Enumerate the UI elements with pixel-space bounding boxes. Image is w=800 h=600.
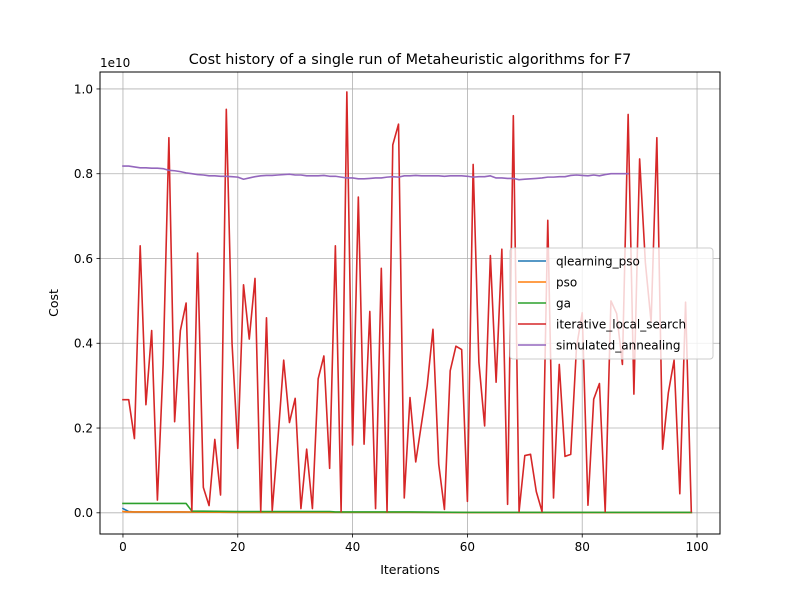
- series-line-simulated-annealing: [122, 165, 629, 181]
- y-axis-label: Cost: [46, 289, 61, 317]
- series-line-iterative-local-search: [122, 91, 693, 513]
- plot-area-frame: [99, 71, 721, 535]
- y-tick-label: 1.0: [74, 82, 93, 96]
- y-tick-label: 0.0: [74, 506, 93, 520]
- legend-label: simulated_annealing: [556, 338, 680, 352]
- x-tick-label: 20: [230, 540, 245, 554]
- y-tick-label: 0.8: [74, 167, 93, 181]
- y-tick-label: 0.2: [74, 421, 93, 435]
- legend-box: [509, 247, 714, 360]
- series-line-ga: [122, 502, 693, 514]
- legend-label: qlearning_pso: [556, 254, 640, 268]
- y-tick-label: 0.6: [74, 252, 93, 266]
- x-tick-label: 60: [460, 540, 475, 554]
- y-axis-offset-label: 1e10: [100, 56, 130, 70]
- legend-label: iterative_local_search: [556, 317, 686, 331]
- x-tick-label: 0: [119, 540, 127, 554]
- x-axis-label: Iterations: [380, 562, 440, 577]
- axis-ticks: 0 20 40 60 80 100 0.0 0.2 0.4 0.6 0.8 1.0: [74, 82, 709, 554]
- legend-label: pso: [556, 275, 577, 289]
- x-tick-label: 80: [575, 540, 590, 554]
- y-tick-label: 0.4: [74, 337, 93, 351]
- x-tick-label: 100: [686, 540, 709, 554]
- series-lines: [121, 91, 693, 514]
- x-tick-label: 40: [345, 540, 360, 554]
- chart-title: Cost history of a single run of Metaheur…: [189, 52, 632, 68]
- legend-label: ga: [556, 296, 571, 310]
